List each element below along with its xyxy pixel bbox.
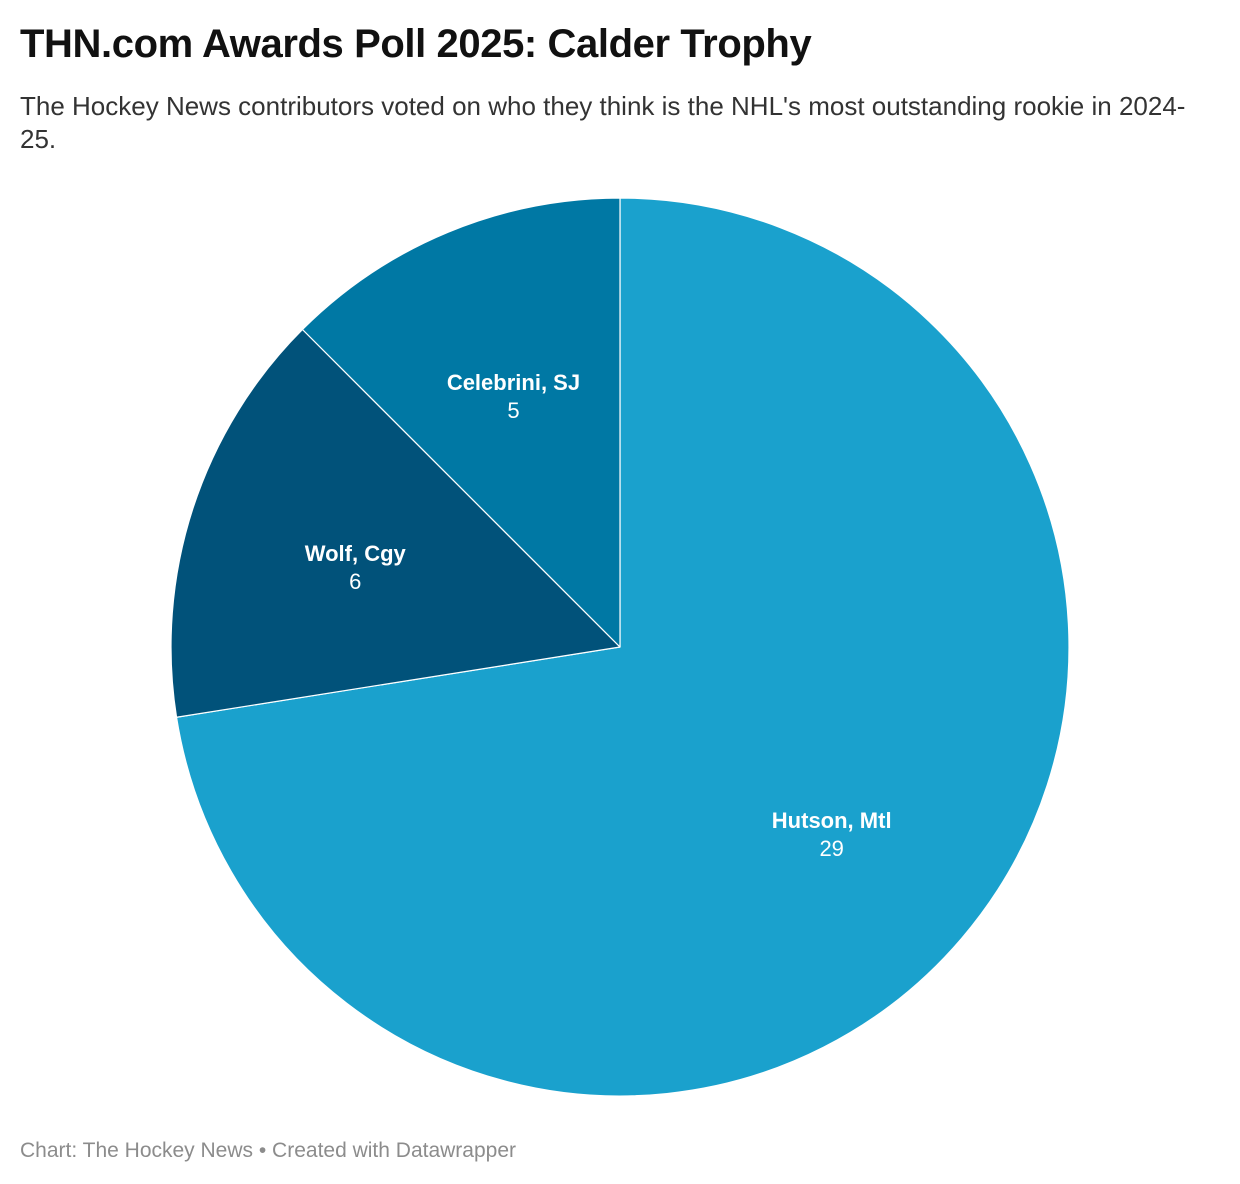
pie-slice-wolf-cgy [170,328,621,718]
slice-label-celebrini-sj: Celebrini, SJ [447,370,580,395]
slice-label-hutson-mtl: Hutson, Mtl [772,808,892,833]
pie-labels: Hutson, Mtl 29 Wolf, Cgy 6 Celebrini, SJ 5 [305,370,892,861]
slice-value-hutson-mtl: 29 [819,836,843,861]
pie-slices [170,197,1070,1097]
slice-value-wolf-cgy: 6 [349,569,361,594]
chart-subtitle: The Hockey News contributors voted on wh… [20,91,1186,154]
pie-slice-hutson-mtl [175,197,1070,1097]
slice-label-wolf-cgy: Wolf, Cgy [305,541,407,566]
pie-slice-celebrini-sj [301,197,621,648]
slice-value-celebrini-sj: 5 [507,398,519,423]
chart-title: THN.com Awards Poll 2025: Calder Trophy [20,22,812,66]
chart-credit: Chart: The Hockey News • Created with Da… [20,1139,517,1162]
